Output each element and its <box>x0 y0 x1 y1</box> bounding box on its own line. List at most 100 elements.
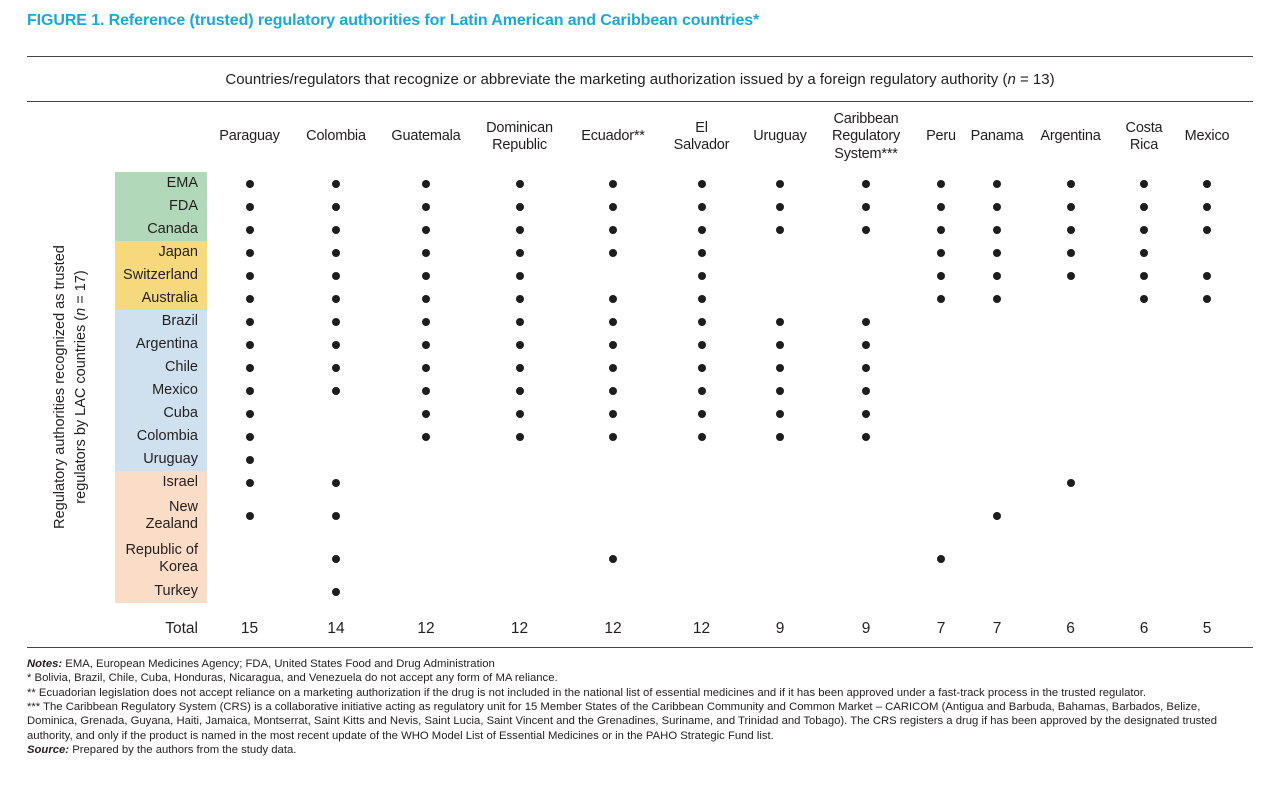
dot <box>422 317 430 326</box>
total-value: 15 <box>240 619 259 637</box>
matrix-cell <box>744 218 816 241</box>
dot <box>609 248 617 257</box>
dot <box>1066 225 1075 234</box>
dot <box>609 225 617 234</box>
matrix-cell <box>816 310 916 333</box>
matrix-cell <box>1028 195 1113 218</box>
matrix-cell <box>816 264 916 287</box>
matrix-cell <box>1113 379 1175 402</box>
dot <box>332 554 340 563</box>
dot <box>422 179 430 188</box>
dot <box>422 409 430 418</box>
dot <box>245 179 254 188</box>
matrix-cell <box>816 580 916 603</box>
matrix-cell <box>207 580 292 603</box>
dot <box>422 271 430 280</box>
dot <box>862 363 870 372</box>
dot <box>862 179 870 188</box>
matrix-row: Republic of Korea <box>115 537 1253 580</box>
matrix-cell <box>292 310 380 333</box>
matrix-cell <box>1175 425 1239 448</box>
matrix-cell <box>380 379 472 402</box>
matrix-cell <box>1113 425 1175 448</box>
dot <box>862 432 870 441</box>
matrix-cell <box>744 172 816 195</box>
matrix-cell <box>472 172 567 195</box>
matrix-cell <box>966 471 1028 494</box>
matrix-cell <box>966 580 1028 603</box>
matrix-cell <box>567 218 659 241</box>
matrix-cell <box>567 264 659 287</box>
matrix-cell <box>916 333 966 356</box>
matrix-cell <box>659 264 744 287</box>
matrix-header-text: Countries/regulators that recognize or a… <box>225 71 1008 88</box>
dot <box>245 511 254 520</box>
dot <box>515 386 524 395</box>
total-label: Total <box>165 619 198 637</box>
matrix-cell <box>659 356 744 379</box>
column-header: Peru <box>926 128 956 145</box>
dot <box>697 179 706 188</box>
notes-text: EMA, European Medicines Agency; FDA, Uni… <box>62 658 495 670</box>
matrix-cell <box>1028 580 1113 603</box>
matrix-cell <box>1113 264 1175 287</box>
dot <box>245 363 254 372</box>
matrix-cell <box>1175 241 1239 264</box>
note-asterisk-1: * Bolivia, Brazil, Chile, Cuba, Honduras… <box>27 672 558 685</box>
matrix-cell <box>472 310 567 333</box>
matrix-cell <box>207 448 292 471</box>
matrix-cell <box>1175 218 1239 241</box>
matrix-cell <box>207 379 292 402</box>
matrix-header-suffix: = 13) <box>1015 71 1055 88</box>
dot <box>776 363 784 372</box>
matrix-cell <box>207 471 292 494</box>
matrix-cell <box>916 425 966 448</box>
matrix-cell <box>472 356 567 379</box>
matrix-cell <box>292 379 380 402</box>
matrix-cell <box>567 310 659 333</box>
matrix-cell <box>567 402 659 425</box>
row-label: EMA <box>115 172 207 195</box>
matrix-cell <box>567 448 659 471</box>
matrix-cell <box>966 172 1028 195</box>
matrix-cell <box>659 379 744 402</box>
matrix-cell <box>659 402 744 425</box>
matrix-cell <box>966 356 1028 379</box>
matrix-cell <box>1028 218 1113 241</box>
matrix-cell <box>472 241 567 264</box>
row-label: Canada <box>115 218 207 241</box>
dot <box>422 432 430 441</box>
matrix-row: Japan <box>115 241 1253 264</box>
matrix-cell <box>816 287 916 310</box>
matrix-cell <box>744 402 816 425</box>
matrix-cell <box>207 425 292 448</box>
dot <box>515 294 524 303</box>
matrix-cell <box>380 310 472 333</box>
matrix-cell <box>292 264 380 287</box>
matrix-cell <box>659 310 744 333</box>
dot <box>332 587 340 596</box>
matrix-cell <box>380 448 472 471</box>
dot <box>937 225 945 234</box>
matrix-cell <box>292 333 380 356</box>
matrix-cell <box>380 218 472 241</box>
matrix-cell <box>916 494 966 537</box>
dot <box>1203 225 1211 234</box>
row-label: New Zealand <box>115 494 207 537</box>
matrix-cell <box>1113 356 1175 379</box>
matrix-row: Mexico <box>115 379 1253 402</box>
dot <box>332 317 340 326</box>
dot <box>776 409 784 418</box>
dot <box>332 202 340 211</box>
matrix-cell <box>1028 264 1113 287</box>
dot <box>515 248 524 257</box>
row-label: FDA <box>115 195 207 218</box>
dot <box>993 511 1001 520</box>
matrix-cell <box>744 537 816 580</box>
matrix-cell <box>816 448 916 471</box>
dot <box>609 179 617 188</box>
dot <box>862 225 870 234</box>
matrix-cell <box>380 471 472 494</box>
row-label: Australia <box>115 287 207 310</box>
note-general: Notes: EMA, European Medicines Agency; F… <box>27 657 1253 671</box>
